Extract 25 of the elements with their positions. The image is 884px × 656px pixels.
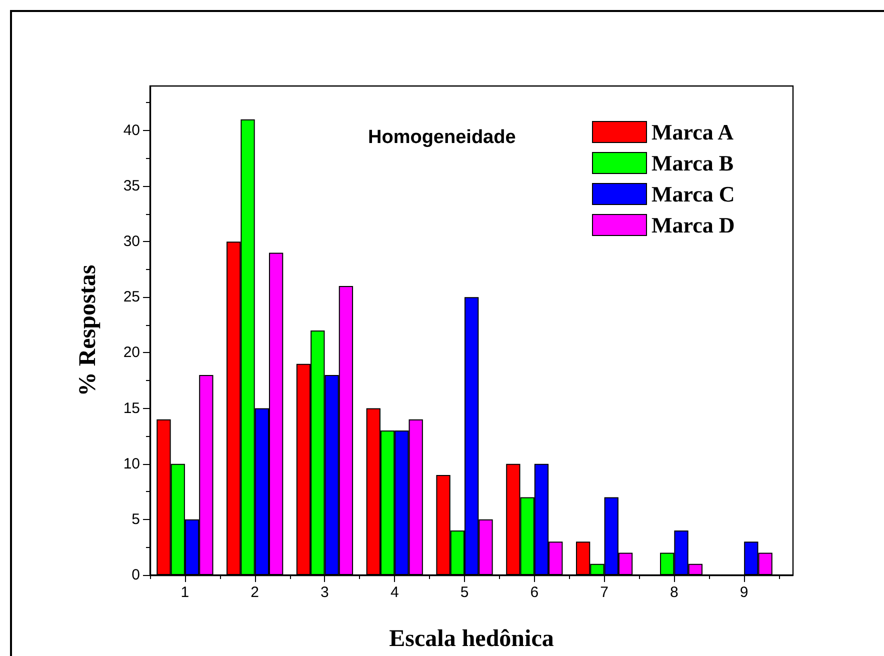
x-tick-label: 8	[670, 584, 678, 601]
y-tick-label: 35	[123, 178, 140, 195]
x-tick-label: 4	[390, 584, 399, 601]
y-tick-label: 30	[123, 233, 140, 250]
y-tick-label: 5	[132, 510, 140, 528]
y-tick-label: 20	[123, 344, 140, 362]
text: Homogeneidade	[368, 127, 516, 148]
x-tick-label: 9	[740, 584, 748, 601]
y-tick-label: 10	[123, 455, 140, 472]
y-axis-title: % Respostas	[75, 264, 101, 396]
x-axis-title: Escala hedônica	[389, 626, 554, 652]
y-tick-label: 40	[123, 122, 140, 139]
x-tick-label: 1	[180, 584, 190, 601]
y-tick-label: 25	[123, 288, 140, 306]
x-tick-label: 2	[250, 584, 260, 601]
legend-label: Marca C	[652, 182, 735, 206]
y-tick-label: 0	[132, 566, 140, 584]
legend-label: Marca D	[652, 212, 735, 238]
x-tick-label: 6	[530, 584, 539, 601]
legend-label: Marca A	[652, 120, 734, 144]
y-tick-label: 15	[123, 400, 140, 417]
legend-label: Marca B	[652, 150, 734, 176]
x-tick-label: 5	[460, 584, 469, 601]
x-tick-label: 3	[320, 584, 329, 601]
x-tick-label: 7	[600, 584, 608, 601]
